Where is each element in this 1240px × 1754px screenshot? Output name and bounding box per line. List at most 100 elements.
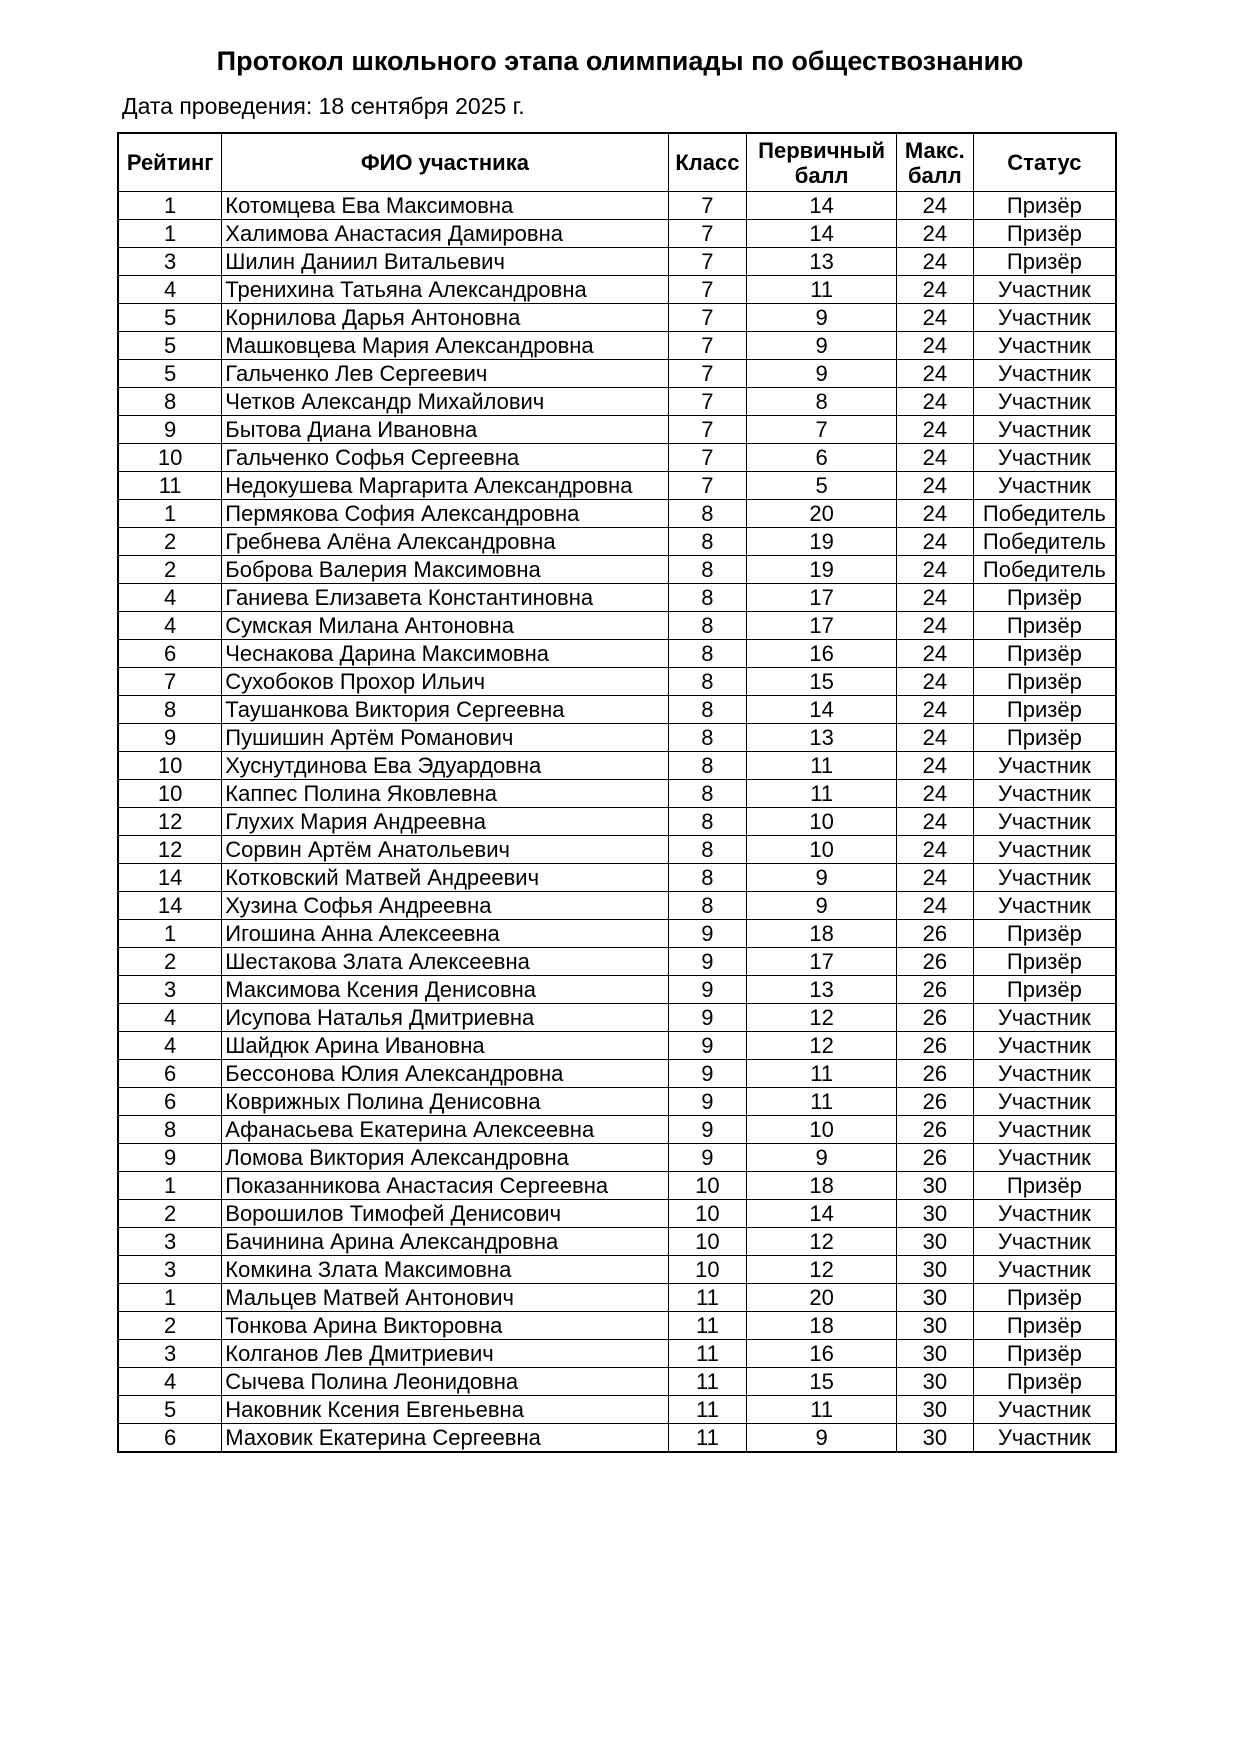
- cell-name: Гальченко Лев Сергеевич: [221, 359, 669, 388]
- table-row: 1 Мальцев Матвей Антонович 11 20 30 Призёр: [117, 1283, 1117, 1312]
- cell-name: Максимова Ксения Денисовна: [221, 975, 669, 1004]
- cell-max-score: 26: [895, 947, 974, 976]
- cell-status: Призёр: [972, 975, 1117, 1004]
- table-row: 4 Тренихина Татьяна Александровна 7 11 24 Уча…: [117, 275, 1117, 304]
- cell-max-score: 26: [895, 1143, 974, 1172]
- cell-name: Бессонова Юлия Александровна: [221, 1059, 669, 1088]
- cell-name: Ломова Виктория Александровна: [221, 1143, 669, 1172]
- cell-score: 11: [746, 1395, 897, 1424]
- cell-score: 14: [746, 191, 897, 220]
- cell-status: Участник: [972, 359, 1117, 388]
- cell-name: Четков Александр Михайлович: [221, 387, 669, 416]
- cell-status: Призёр: [972, 1171, 1117, 1200]
- cell-rating: 10: [117, 751, 223, 780]
- cell-max-score: 30: [895, 1367, 974, 1396]
- cell-rating: 1: [117, 191, 223, 220]
- cell-score: 11: [746, 1087, 897, 1116]
- table-row: 7 Сухобоков Прохор Ильич 8 15 24 Призёр: [117, 667, 1117, 696]
- cell-rating: 2: [117, 947, 223, 976]
- cell-grade: 11: [667, 1339, 748, 1368]
- cell-status: Призёр: [972, 1283, 1117, 1312]
- cell-grade: 8: [667, 555, 748, 584]
- cell-grade: 7: [667, 331, 748, 360]
- cell-score: 13: [746, 975, 897, 1004]
- cell-grade: 9: [667, 919, 748, 948]
- cell-rating: 5: [117, 331, 223, 360]
- cell-status: Участник: [972, 1031, 1117, 1060]
- cell-name: Игошина Анна Алексеевна: [221, 919, 669, 948]
- cell-name: Котковский Матвей Андреевич: [221, 863, 669, 892]
- cell-grade: 8: [667, 583, 748, 612]
- cell-max-score: 30: [895, 1339, 974, 1368]
- cell-grade: 7: [667, 359, 748, 388]
- cell-grade: 7: [667, 387, 748, 416]
- cell-status: Призёр: [972, 919, 1117, 948]
- cell-status: Призёр: [972, 1367, 1117, 1396]
- table-row: 1 Пермякова София Александровна 8 20 24 Побед…: [117, 499, 1117, 528]
- col-rating: Рейтинг: [117, 132, 223, 192]
- cell-score: 5: [746, 471, 897, 500]
- cell-status: Участник: [972, 471, 1117, 500]
- cell-score: 16: [746, 639, 897, 668]
- cell-rating: 4: [117, 1367, 223, 1396]
- cell-status: Призёр: [972, 947, 1117, 976]
- cell-score: 6: [746, 443, 897, 472]
- cell-status: Призёр: [972, 667, 1117, 696]
- table-row: 2 Тонкова Арина Викторовна 11 18 30 Призёр: [117, 1311, 1117, 1340]
- cell-name: Шилин Даниил Витальевич: [221, 247, 669, 276]
- cell-name: Боброва Валерия Максимовна: [221, 555, 669, 584]
- cell-grade: 7: [667, 275, 748, 304]
- table-row: 1 Игошина Анна Алексеевна 9 18 26 Призёр: [117, 919, 1117, 948]
- cell-max-score: 30: [895, 1227, 974, 1256]
- cell-grade: 8: [667, 611, 748, 640]
- cell-max-score: 24: [895, 387, 974, 416]
- cell-max-score: 30: [895, 1395, 974, 1424]
- cell-rating: 4: [117, 275, 223, 304]
- cell-max-score: 24: [895, 415, 974, 444]
- table-row: 12 Сорвин Артём Анатольевич 8 10 24 Участник: [117, 835, 1117, 864]
- table-row: 4 Сычева Полина Леонидовна 11 15 30 Призёр: [117, 1367, 1117, 1396]
- cell-name: Бытова Диана Ивановна: [221, 415, 669, 444]
- cell-status: Призёр: [972, 723, 1117, 752]
- cell-score: 14: [746, 695, 897, 724]
- cell-score: 18: [746, 919, 897, 948]
- cell-status: Призёр: [972, 247, 1117, 276]
- cell-name: Халимова Анастасия Дамировна: [221, 219, 669, 248]
- table-row: 8 Четков Александр Михайлович 7 8 24 Участник: [117, 387, 1117, 416]
- cell-status: Участник: [972, 1395, 1117, 1424]
- cell-status: Участник: [972, 1227, 1117, 1256]
- cell-name: Хузина Софья Андреевна: [221, 891, 669, 920]
- cell-status: Участник: [972, 751, 1117, 780]
- cell-rating: 1: [117, 919, 223, 948]
- cell-max-score: 24: [895, 555, 974, 584]
- cell-status: Участник: [972, 1199, 1117, 1228]
- cell-name: Котомцева Ева Максимовна: [221, 191, 669, 220]
- cell-name: Мальцев Матвей Антонович: [221, 1283, 669, 1312]
- cell-rating: 3: [117, 975, 223, 1004]
- cell-rating: 1: [117, 219, 223, 248]
- cell-score: 10: [746, 807, 897, 836]
- cell-name: Сухобоков Прохор Ильич: [221, 667, 669, 696]
- cell-grade: 8: [667, 639, 748, 668]
- cell-status: Участник: [972, 1087, 1117, 1116]
- cell-rating: 8: [117, 695, 223, 724]
- table-row: 4 Сумская Милана Антоновна 8 17 24 Призёр: [117, 611, 1117, 640]
- cell-max-score: 26: [895, 975, 974, 1004]
- cell-name: Ворошилов Тимофей Денисович: [221, 1199, 669, 1228]
- cell-score: 10: [746, 1115, 897, 1144]
- cell-rating: 10: [117, 779, 223, 808]
- cell-rating: 4: [117, 1003, 223, 1032]
- document-title: Протокол школьного этапа олимпиады по об…: [216, 46, 1024, 76]
- cell-name: Сычева Полина Леонидовна: [221, 1367, 669, 1396]
- table-row: 3 Шилин Даниил Витальевич 7 13 24 Призёр: [117, 247, 1117, 276]
- col-status: Статус: [972, 132, 1117, 192]
- table-row: 10 Гальченко Софья Сергеевна 7 6 24 Участник: [117, 443, 1117, 472]
- cell-grade: 10: [667, 1199, 748, 1228]
- cell-status: Участник: [972, 835, 1117, 864]
- cell-grade: 7: [667, 191, 748, 220]
- cell-score: 13: [746, 247, 897, 276]
- table-row: 1 Халимова Анастасия Дамировна 7 14 24 Призёр: [117, 219, 1117, 248]
- cell-grade: 7: [667, 219, 748, 248]
- table-row: 14 Хузина Софья Андреевна 8 9 24 Участник: [117, 891, 1117, 920]
- table-row: 5 Машковцева Мария Александровна 7 9 24 Участ…: [117, 331, 1117, 360]
